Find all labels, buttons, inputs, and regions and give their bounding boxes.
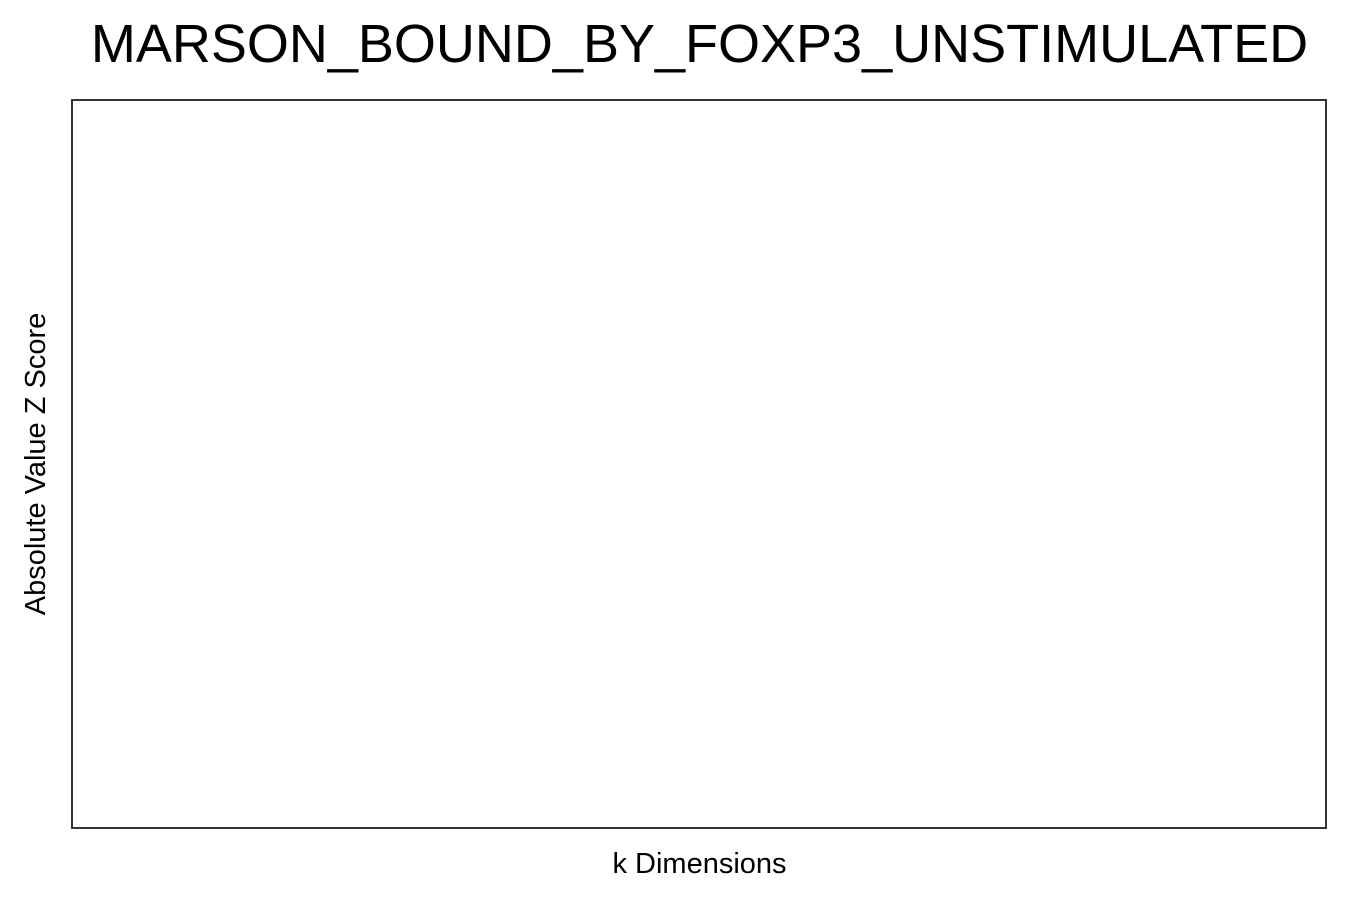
chart-title: MARSON_BOUND_BY_FOXP3_UNSTIMULATED bbox=[90, 14, 1309, 74]
x-axis-label: k Dimensions bbox=[612, 848, 787, 880]
plot-area bbox=[71, 99, 1327, 829]
y-axis-label: Absolute Value Z Score bbox=[20, 312, 52, 616]
